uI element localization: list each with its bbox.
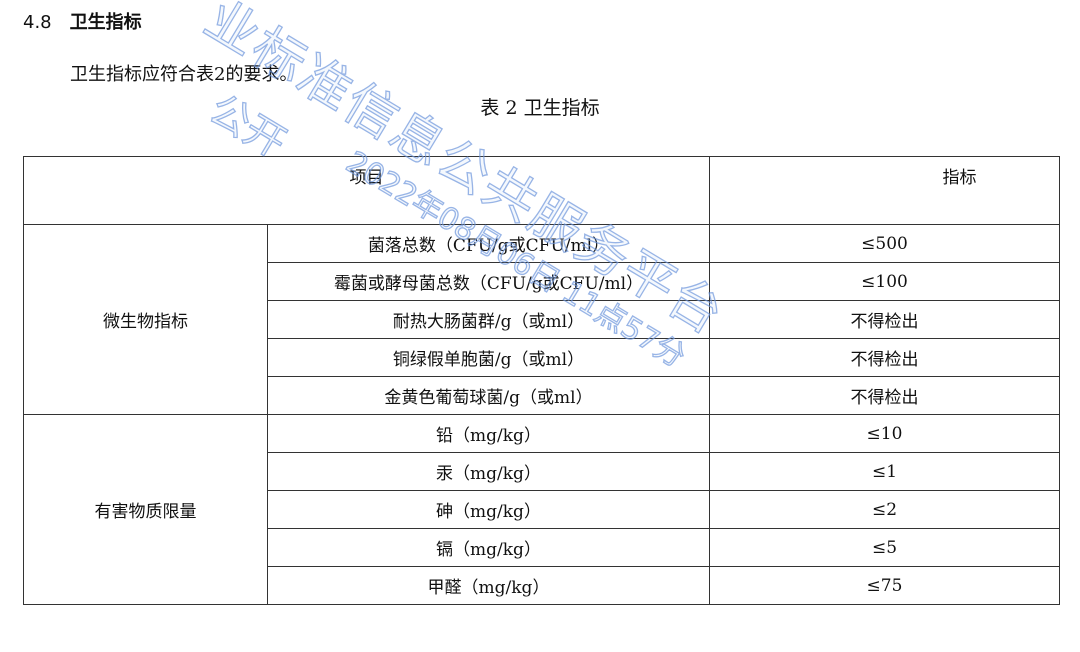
table-row: 镉（mg/kg） ≤5 — [24, 528, 1060, 567]
table-row: 砷（mg/kg） ≤2 — [24, 490, 1060, 529]
value-cell: 不得检出 — [709, 376, 1060, 415]
table-row: 汞（mg/kg） ≤1 — [24, 452, 1060, 491]
value-cell: ≤2 — [709, 490, 1060, 529]
value-cell: ≤10 — [709, 414, 1060, 453]
hygiene-table: 项目 指标 微生物指标 菌落总数（CFU/g或CFU/ml） ≤500 霉菌或酵… — [23, 156, 1060, 605]
table-row: 金黄色葡萄球菌/g（或ml） 不得检出 — [24, 376, 1060, 415]
section-title: 卫生指标 — [69, 12, 142, 33]
table-header-row: 项目 指标 — [23, 156, 1060, 225]
value-cell: 不得检出 — [709, 338, 1060, 377]
item-cell: 甲醛（mg/kg） — [267, 566, 710, 605]
item-cell: 菌落总数（CFU/g或CFU/ml） — [267, 224, 710, 263]
table-row: 微生物指标 菌落总数（CFU/g或CFU/ml） ≤500 — [23, 224, 1060, 415]
table-row: 霉菌或酵母菌总数（CFU/g或CFU/ml） ≤100 — [24, 262, 1060, 301]
value-cell: ≤1 — [709, 452, 1060, 491]
header-item: 项目 — [23, 156, 710, 225]
value-cell: 不得检出 — [709, 300, 1060, 339]
table-row: 甲醛（mg/kg） ≤75 — [24, 566, 1060, 605]
value-cell: ≤500 — [709, 224, 1060, 263]
table-caption: 表 2 卫生指标 — [480, 97, 600, 119]
table-row: 有害物质限量 铅（mg/kg） ≤10 — [23, 414, 1060, 605]
item-cell: 耐热大肠菌群/g（或ml） — [267, 300, 710, 339]
item-cell: 镉（mg/kg） — [267, 528, 710, 567]
body-paragraph: 卫生指标应符合表2的要求。 — [70, 64, 298, 85]
header-value: 指标 — [709, 156, 1060, 225]
item-cell: 霉菌或酵母菌总数（CFU/g或CFU/ml） — [267, 262, 710, 301]
item-cell: 铅（mg/kg） — [267, 414, 710, 453]
value-cell: ≤5 — [709, 528, 1060, 567]
section-number: 4.8 — [23, 12, 52, 33]
item-cell: 铜绿假单胞菌/g（或ml） — [267, 338, 710, 377]
category-cell: 微生物指标 — [23, 224, 268, 415]
item-cell: 砷（mg/kg） — [267, 490, 710, 529]
item-cell: 金黄色葡萄球菌/g（或ml） — [267, 376, 710, 415]
value-cell: ≤75 — [709, 566, 1060, 605]
table-row: 铜绿假单胞菌/g（或ml） 不得检出 — [24, 338, 1060, 377]
value-cell: ≤100 — [709, 262, 1060, 301]
table-row: 耐热大肠菌群/g（或ml） 不得检出 — [24, 300, 1060, 339]
section-heading: 4.8 卫生指标 — [23, 8, 142, 34]
item-cell: 汞（mg/kg） — [267, 452, 710, 491]
category-cell: 有害物质限量 — [23, 414, 268, 605]
